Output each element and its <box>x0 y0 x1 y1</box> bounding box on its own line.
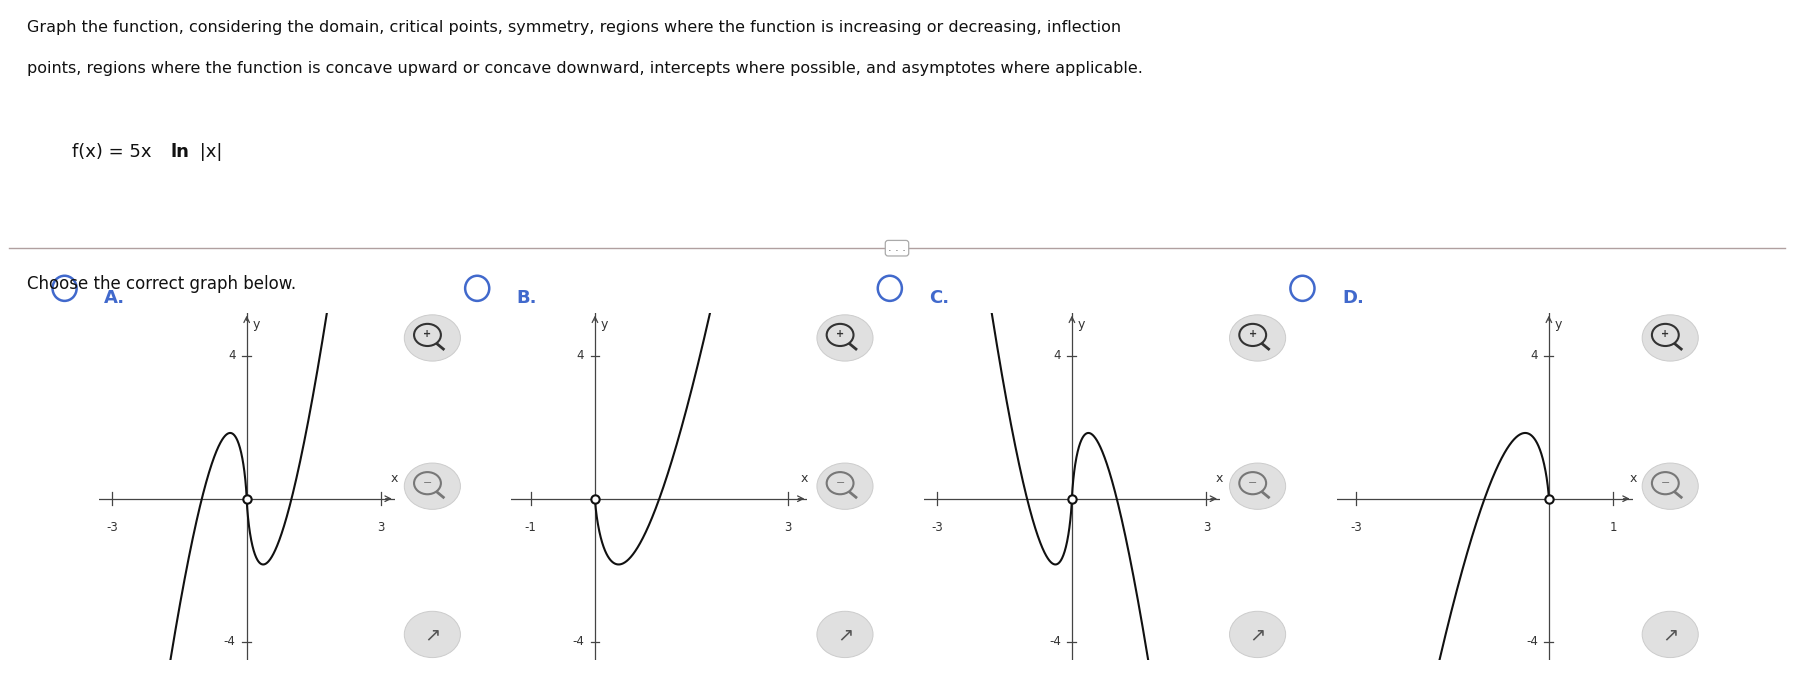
Text: . . .: . . . <box>888 243 906 253</box>
Text: +: + <box>1249 329 1258 339</box>
Circle shape <box>816 315 874 361</box>
Text: -3: -3 <box>931 521 944 534</box>
Text: points, regions where the function is concave upward or concave downward, interc: points, regions where the function is co… <box>27 61 1143 76</box>
Text: ↗: ↗ <box>1661 625 1679 644</box>
Text: y: y <box>1078 318 1085 331</box>
Text: -4: -4 <box>1049 635 1060 648</box>
Circle shape <box>404 315 461 361</box>
Circle shape <box>404 463 461 509</box>
Text: 4: 4 <box>576 350 583 362</box>
Text: Choose the correct graph below.: Choose the correct graph below. <box>27 275 296 293</box>
Circle shape <box>1229 315 1286 361</box>
Circle shape <box>816 463 874 509</box>
Text: B.: B. <box>517 289 536 307</box>
Text: -1: -1 <box>524 521 536 534</box>
Text: A.: A. <box>104 289 126 307</box>
Text: −: − <box>836 477 845 488</box>
Text: -3: -3 <box>1349 521 1362 534</box>
Text: -3: -3 <box>106 521 118 534</box>
Circle shape <box>816 611 874 658</box>
Text: y: y <box>253 318 260 331</box>
Text: 3: 3 <box>377 521 386 534</box>
Text: −: − <box>1661 477 1670 488</box>
Text: -4: -4 <box>572 635 583 648</box>
Circle shape <box>1642 611 1699 658</box>
Text: x: x <box>1631 472 1638 485</box>
Text: 4: 4 <box>1053 350 1060 362</box>
Text: ↗: ↗ <box>836 625 854 644</box>
Circle shape <box>1229 463 1286 509</box>
Text: x: x <box>391 472 398 485</box>
Circle shape <box>1642 315 1699 361</box>
Text: −: − <box>423 477 432 488</box>
Circle shape <box>404 611 461 658</box>
Text: y: y <box>601 318 608 331</box>
Text: x: x <box>800 472 809 485</box>
Text: +: + <box>1661 329 1670 339</box>
Text: ln: ln <box>170 143 190 160</box>
Text: C.: C. <box>929 289 949 307</box>
Text: 4: 4 <box>228 350 235 362</box>
Text: 3: 3 <box>784 521 791 534</box>
Text: D.: D. <box>1342 289 1363 307</box>
Text: ↗: ↗ <box>1249 625 1267 644</box>
Text: 4: 4 <box>1530 350 1537 362</box>
Text: f(x) = 5x: f(x) = 5x <box>72 143 158 160</box>
Text: +: + <box>836 329 845 339</box>
Text: -4: -4 <box>224 635 235 648</box>
Text: |x|: |x| <box>194 143 222 160</box>
Circle shape <box>1642 463 1699 509</box>
Circle shape <box>1229 611 1286 658</box>
Text: -4: -4 <box>1527 635 1537 648</box>
Text: 1: 1 <box>1609 521 1616 534</box>
Text: x: x <box>1216 472 1224 485</box>
Text: Graph the function, considering the domain, critical points, symmetry, regions w: Graph the function, considering the doma… <box>27 20 1121 35</box>
Text: 3: 3 <box>1202 521 1211 534</box>
Text: −: − <box>1249 477 1258 488</box>
Text: +: + <box>423 329 432 339</box>
Text: y: y <box>1555 318 1563 331</box>
Text: ↗: ↗ <box>423 625 441 644</box>
